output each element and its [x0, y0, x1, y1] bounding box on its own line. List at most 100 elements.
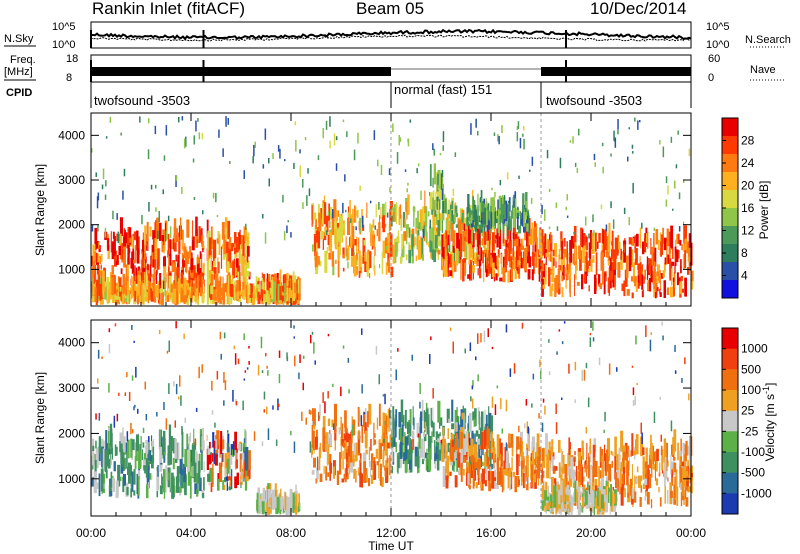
echo-cell: [383, 439, 385, 444]
echo-cell: [136, 230, 139, 251]
echo-cell: [544, 490, 547, 506]
echo-cell: [421, 399, 424, 421]
echo-cell: [210, 285, 214, 295]
echo-cell: [92, 445, 95, 451]
echo-cell: [454, 452, 456, 462]
echo-cell: [441, 171, 444, 187]
echo-cell: [384, 420, 386, 437]
echo-cell: [380, 206, 382, 220]
echo-cell: [470, 464, 474, 478]
echo-cell: [612, 219, 615, 229]
echo-cell: [244, 253, 246, 258]
echo-cell: [481, 238, 484, 246]
echo-cell: [517, 475, 520, 488]
echo-cell: [241, 464, 243, 480]
echo-cell: [473, 433, 475, 455]
echo-cell: [538, 229, 542, 252]
echo-cell: [133, 231, 137, 241]
echo-cell: [126, 372, 128, 378]
echo-cell: [256, 492, 259, 513]
echo-cell: [538, 447, 542, 459]
echo-cell: [607, 234, 611, 252]
echo-cell: [361, 473, 363, 488]
echo-cell: [569, 275, 571, 298]
echo-cell: [608, 267, 612, 281]
echo-cell: [484, 424, 489, 443]
echo-cell: [398, 206, 401, 226]
echo-cell: [674, 180, 676, 189]
echo-cell: [378, 374, 380, 385]
echo-cell: [229, 262, 233, 269]
y-tick-label: 3000: [58, 173, 85, 187]
echo-cell: [198, 226, 201, 243]
echo-cell: [644, 478, 648, 485]
echo-cell: [414, 236, 416, 246]
echo-cell: [442, 466, 446, 487]
echo-cell: [261, 370, 264, 373]
echo-cell: [447, 220, 450, 244]
echo-cell: [572, 483, 576, 489]
echo-cell: [447, 209, 451, 215]
echo-cell: [479, 197, 482, 221]
echo-cell: [418, 232, 420, 244]
colorbar-swatch: [722, 154, 738, 173]
echo-cell: [539, 359, 541, 368]
echo-cell: [526, 223, 528, 247]
echo-cell: [324, 226, 328, 236]
echo-cell: [240, 453, 243, 465]
echo-cell: [647, 265, 649, 280]
echo-cell: [442, 427, 445, 449]
echo-cell: [428, 436, 432, 460]
echo-cell: [141, 276, 143, 284]
colorbar-tick-label: -25: [741, 424, 759, 438]
echo-cell: [144, 264, 147, 271]
echo-cell: [276, 496, 280, 513]
echo-cell: [395, 409, 398, 423]
echo-cell: [167, 233, 170, 255]
echo-cell: [164, 220, 168, 240]
echo-cell: [147, 149, 150, 160]
echo-cell: [176, 271, 180, 289]
echo-cell: [639, 227, 642, 249]
echo-cell: [533, 473, 536, 483]
echo-cell: [223, 400, 225, 406]
echo-cell: [676, 272, 679, 286]
echo-cell: [153, 277, 154, 299]
noise-left-tick-top: 10^5: [52, 21, 76, 33]
echo-cell: [669, 247, 671, 254]
echo-cell: [587, 397, 590, 408]
echo-cell: [589, 506, 591, 512]
echo-cell: [127, 439, 130, 459]
echo-cell: [626, 288, 630, 296]
echo-cell: [278, 286, 281, 301]
echo-cell: [100, 271, 103, 283]
echo-cell: [525, 465, 527, 482]
echo-cell: [336, 228, 339, 249]
echo-cell: [327, 432, 329, 455]
echo-cell: [115, 260, 119, 265]
echo-cell: [634, 259, 638, 265]
echo-cell: [392, 436, 396, 447]
echo-cell: [234, 431, 237, 451]
echo-cell: [442, 247, 445, 259]
echo-cell: [612, 486, 615, 491]
echo-cell: [224, 477, 227, 482]
data-gap: [204, 320, 207, 516]
echo-cell: [416, 422, 419, 438]
echo-cell: [493, 253, 496, 268]
echo-cell: [445, 461, 447, 474]
echo-cell: [311, 424, 314, 448]
echo-cell: [565, 267, 567, 274]
echo-cell: [561, 468, 564, 472]
echo-cell: [505, 442, 508, 451]
echo-cell: [516, 231, 519, 240]
echo-cell: [253, 283, 255, 294]
echo-cell: [573, 231, 575, 235]
echo-cell: [200, 253, 203, 269]
echo-cell: [649, 448, 651, 459]
echo-cell: [604, 411, 606, 422]
echo-cell: [234, 232, 237, 255]
echo-cell: [402, 436, 405, 444]
echo-cell: [268, 178, 270, 187]
echo-cell: [454, 152, 457, 157]
